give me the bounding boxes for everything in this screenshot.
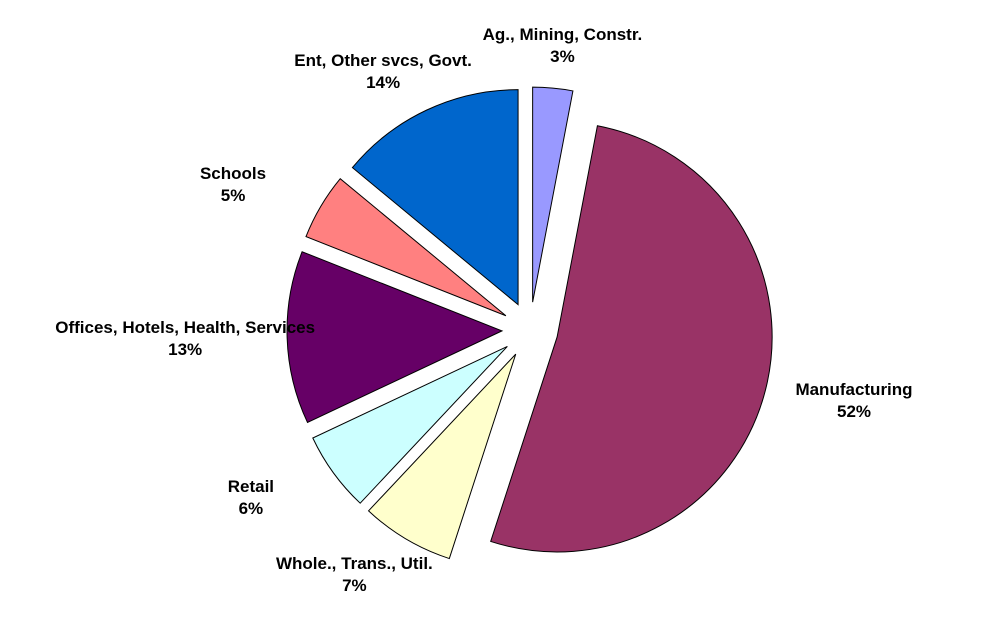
category-label: Whole., Trans., Util.: [275, 554, 433, 574]
pie-slice: [305, 177, 507, 317]
value-label: 6%: [238, 498, 264, 518]
slice-label: Manufacturing 52%: [724, 379, 984, 423]
pie-slice: [532, 86, 574, 303]
slice-label: Offices, Hotels, Health, Services 13%: [55, 317, 315, 361]
pie-slice: [351, 89, 519, 306]
slice-label: Ag., Mining, Constr. 3%: [432, 24, 692, 68]
pie-slice: [490, 125, 773, 553]
pie-slice: [367, 353, 517, 560]
value-label: 52%: [836, 401, 872, 421]
value-label: 7%: [342, 576, 367, 596]
category-label: Schools: [199, 163, 267, 183]
category-label: Manufacturing: [795, 379, 913, 399]
category-label: Offices, Hotels, Health, Services: [55, 317, 316, 337]
value-label: 14%: [366, 73, 401, 93]
value-label: 13%: [168, 339, 203, 359]
pie-slice: [312, 346, 508, 504]
value-label: 5%: [220, 185, 246, 205]
slice-label: Retail 6%: [121, 476, 381, 520]
slice-label: Whole., Trans., Util. 7%: [224, 553, 484, 597]
category-label: Retail: [227, 476, 275, 496]
slice-label: Schools 5%: [103, 163, 363, 207]
category-label: Ag., Mining, Constr.: [482, 25, 643, 45]
slice-label: Ent, Other svcs, Govt. 14%: [253, 50, 513, 94]
pie-slice: [286, 251, 504, 424]
value-label: 3%: [550, 47, 575, 67]
category-label: Ent, Other svcs, Govt.: [294, 51, 472, 71]
